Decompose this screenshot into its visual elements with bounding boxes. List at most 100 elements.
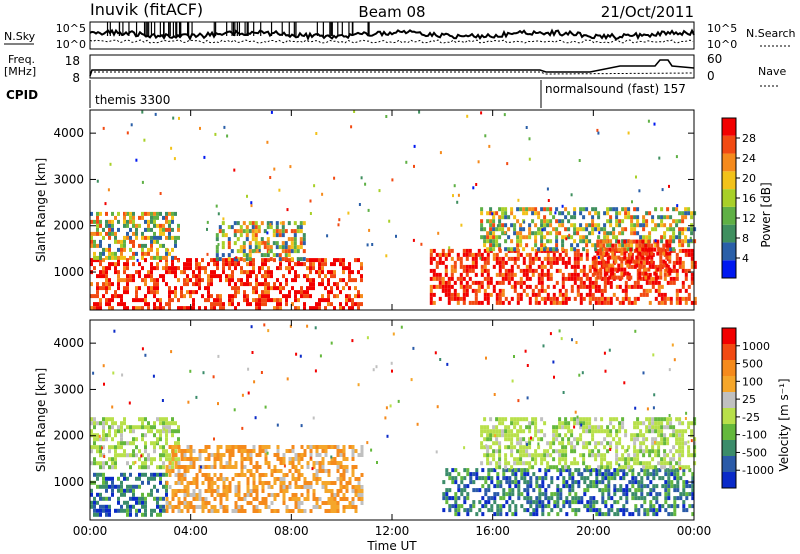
echo-cell (336, 501, 340, 505)
echo-cell (650, 247, 654, 252)
echo-cell (496, 480, 500, 485)
echo-cell (219, 493, 223, 497)
echo-cell (141, 492, 144, 497)
echo-cell (685, 508, 689, 513)
echo-cell (105, 421, 108, 426)
echo-cell (228, 461, 232, 465)
echo-cell (255, 453, 259, 457)
echo-cell (339, 306, 342, 311)
echo-cell (330, 501, 334, 505)
echo-cell (486, 425, 490, 430)
colorbar-swatch (722, 135, 736, 154)
echo-cell (459, 296, 463, 301)
echo-cell (657, 223, 661, 228)
echo-cell (681, 441, 685, 446)
echo-cell (681, 260, 685, 265)
echo-cell (138, 298, 141, 303)
echo-cell (657, 433, 661, 438)
echo-cell (663, 417, 667, 422)
echo-cell (555, 425, 559, 430)
echo-cell (647, 275, 651, 280)
echo-cell (105, 255, 108, 260)
echo-cell (642, 433, 646, 438)
echo-cell (594, 288, 598, 293)
echo-cell (592, 484, 596, 489)
echo-cell (573, 247, 577, 252)
echo-cell (171, 255, 174, 260)
echo-cell (645, 280, 649, 285)
echo-cell (186, 485, 190, 489)
echo-cell (102, 437, 105, 442)
echo-cell (303, 449, 307, 453)
echo-cell (535, 504, 539, 509)
echo-cell (577, 472, 581, 477)
echo-cell (438, 276, 442, 281)
echo-cell (227, 237, 231, 242)
echo-cell (622, 504, 626, 509)
freq-trace (89, 59, 695, 77)
echo-cell (120, 239, 123, 244)
echo-cell (633, 231, 637, 236)
echo-cell (264, 497, 268, 501)
echo-cell (171, 465, 174, 470)
echo-cell (90, 504, 93, 509)
echo-cell (261, 489, 265, 493)
echo-cell (597, 223, 601, 228)
echo-cell (351, 465, 355, 469)
echo-cell (456, 292, 460, 297)
echo-cell (543, 433, 547, 438)
echo-cell (213, 274, 216, 279)
echo-cell (294, 298, 297, 303)
echo-cell (453, 264, 457, 269)
echo-cell (663, 235, 667, 240)
echo-cell (345, 505, 349, 509)
echo-cell (237, 505, 241, 509)
echo-cell (642, 461, 646, 466)
echo-cell (618, 300, 622, 305)
echo-cell (303, 477, 307, 481)
echo-cell (588, 441, 592, 446)
echo-cell (606, 211, 610, 216)
echo-cell (519, 445, 523, 450)
echo-cell (602, 243, 606, 248)
echo-cell (480, 284, 484, 289)
echo-cell (248, 221, 252, 226)
echo-cell (189, 457, 193, 461)
echo-cell (637, 480, 641, 485)
echo-cell (675, 276, 679, 281)
echo-cell (225, 445, 229, 449)
echo-cell (99, 484, 102, 489)
echo-cell (233, 221, 237, 226)
echo-cell (267, 286, 270, 291)
echo-cell (228, 445, 232, 449)
echo-cell (637, 488, 641, 493)
echo-cell (525, 425, 529, 430)
echo-cell (564, 417, 568, 422)
echo-cell (504, 247, 508, 252)
echo-cell (252, 266, 255, 271)
echo-cell (450, 276, 454, 281)
echo-cell (210, 505, 214, 509)
echo-cell (564, 461, 568, 466)
echo-cell (454, 480, 458, 485)
echo-cell (607, 480, 611, 485)
echo-cell (435, 252, 439, 257)
echo-cell (502, 496, 506, 501)
echo-cell (633, 461, 637, 466)
echo-cell (132, 492, 135, 497)
echo-cell (248, 257, 252, 262)
echo-cell (441, 260, 445, 265)
echo-cell (663, 465, 667, 470)
echo-cell (499, 496, 503, 501)
echo-cell (516, 235, 520, 240)
echo-cell (570, 223, 574, 228)
echo-cell (248, 249, 252, 254)
echo-cell (174, 211, 177, 216)
echo-cell (633, 215, 637, 220)
echo-cell (504, 417, 508, 422)
echo-cell (303, 274, 306, 279)
echo-cell (261, 266, 264, 271)
noise-trace (89, 22, 695, 44)
echo-cell (225, 449, 229, 453)
echo-cell (123, 472, 126, 477)
